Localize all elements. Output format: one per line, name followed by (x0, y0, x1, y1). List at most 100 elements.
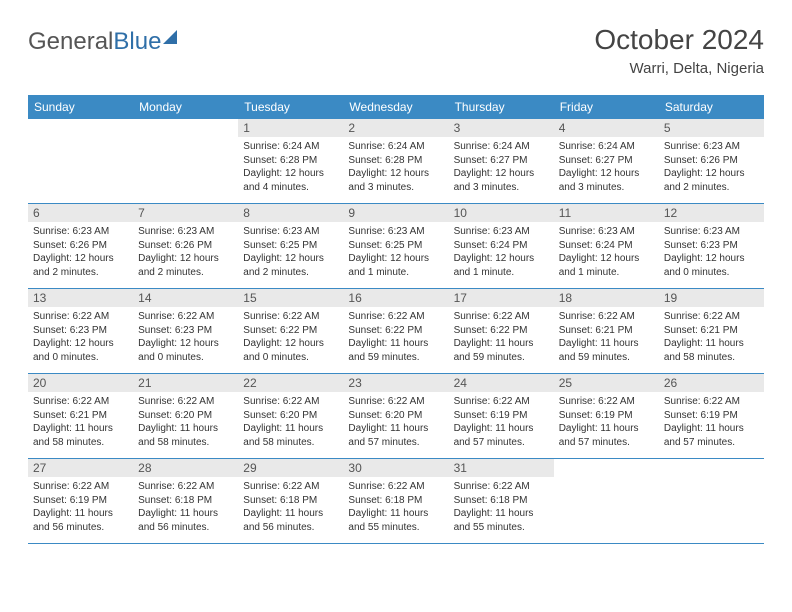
day-number: 10 (449, 204, 554, 222)
day-number: 30 (343, 459, 448, 477)
sunrise-text: Sunrise: 6:22 AM (33, 480, 128, 494)
empty-cell (659, 459, 764, 544)
day-details: Sunrise: 6:22 AMSunset: 6:20 PMDaylight:… (238, 392, 343, 453)
day-details: Sunrise: 6:22 AMSunset: 6:22 PMDaylight:… (238, 307, 343, 368)
day-cell: 16Sunrise: 6:22 AMSunset: 6:22 PMDayligh… (343, 289, 448, 374)
daylight-text: Daylight: 11 hours and 59 minutes. (348, 337, 443, 364)
day-number: 27 (28, 459, 133, 477)
daylight-text: Daylight: 11 hours and 55 minutes. (454, 507, 549, 534)
day-number: 19 (659, 289, 764, 307)
sunset-text: Sunset: 6:22 PM (243, 324, 338, 338)
weekday-header: Thursday (449, 95, 554, 119)
day-number: 31 (449, 459, 554, 477)
calendar-table: SundayMondayTuesdayWednesdayThursdayFrid… (28, 95, 764, 544)
daylight-text: Daylight: 12 hours and 1 minute. (454, 252, 549, 279)
day-number: 29 (238, 459, 343, 477)
daylight-text: Daylight: 12 hours and 2 minutes. (33, 252, 128, 279)
day-number: 28 (133, 459, 238, 477)
sunrise-text: Sunrise: 6:22 AM (454, 395, 549, 409)
day-cell: 1Sunrise: 6:24 AMSunset: 6:28 PMDaylight… (238, 119, 343, 204)
daylight-text: Daylight: 12 hours and 2 minutes. (138, 252, 233, 279)
day-number: 20 (28, 374, 133, 392)
brand-part1: General (28, 28, 113, 56)
day-cell: 19Sunrise: 6:22 AMSunset: 6:21 PMDayligh… (659, 289, 764, 374)
brand-part2: Blue (113, 28, 161, 56)
sunrise-text: Sunrise: 6:23 AM (33, 225, 128, 239)
day-cell: 24Sunrise: 6:22 AMSunset: 6:19 PMDayligh… (449, 374, 554, 459)
daylight-text: Daylight: 12 hours and 0 minutes. (138, 337, 233, 364)
day-number: 1 (238, 119, 343, 137)
day-cell: 26Sunrise: 6:22 AMSunset: 6:19 PMDayligh… (659, 374, 764, 459)
sunrise-text: Sunrise: 6:24 AM (454, 140, 549, 154)
daylight-text: Daylight: 12 hours and 3 minutes. (559, 167, 654, 194)
day-details: Sunrise: 6:22 AMSunset: 6:18 PMDaylight:… (343, 477, 448, 538)
day-number: 4 (554, 119, 659, 137)
sunrise-text: Sunrise: 6:22 AM (559, 310, 654, 324)
sunrise-text: Sunrise: 6:24 AM (243, 140, 338, 154)
day-details: Sunrise: 6:22 AMSunset: 6:21 PMDaylight:… (554, 307, 659, 368)
day-cell: 18Sunrise: 6:22 AMSunset: 6:21 PMDayligh… (554, 289, 659, 374)
day-details: Sunrise: 6:22 AMSunset: 6:18 PMDaylight:… (449, 477, 554, 538)
sunset-text: Sunset: 6:20 PM (348, 409, 443, 423)
daylight-text: Daylight: 12 hours and 2 minutes. (664, 167, 759, 194)
day-cell: 21Sunrise: 6:22 AMSunset: 6:20 PMDayligh… (133, 374, 238, 459)
day-details: Sunrise: 6:22 AMSunset: 6:19 PMDaylight:… (28, 477, 133, 538)
sunset-text: Sunset: 6:23 PM (664, 239, 759, 253)
day-cell: 3 Sunrise: 6:24 AMSunset: 6:27 PMDaylight… (449, 119, 554, 204)
daylight-text: Daylight: 12 hours and 3 minutes. (454, 167, 549, 194)
sunset-text: Sunset: 6:25 PM (348, 239, 443, 253)
sunrise-text: Sunrise: 6:22 AM (243, 480, 338, 494)
sunset-text: Sunset: 6:27 PM (559, 154, 654, 168)
calendar-body: 1Sunrise: 6:24 AMSunset: 6:28 PMDaylight… (28, 119, 764, 544)
daylight-text: Daylight: 12 hours and 3 minutes. (348, 167, 443, 194)
day-details: Sunrise: 6:22 AMSunset: 6:18 PMDaylight:… (133, 477, 238, 538)
daylight-text: Daylight: 11 hours and 59 minutes. (559, 337, 654, 364)
sunrise-text: Sunrise: 6:22 AM (243, 310, 338, 324)
day-cell: 9Sunrise: 6:23 AMSunset: 6:25 PMDaylight… (343, 204, 448, 289)
location-text: Warri, Delta, Nigeria (594, 60, 764, 77)
day-cell: 7Sunrise: 6:23 AMSunset: 6:26 PMDaylight… (133, 204, 238, 289)
day-cell: 11Sunrise: 6:23 AMSunset: 6:24 PMDayligh… (554, 204, 659, 289)
day-cell: 12Sunrise: 6:23 AMSunset: 6:23 PMDayligh… (659, 204, 764, 289)
day-cell: 31Sunrise: 6:22 AMSunset: 6:18 PMDayligh… (449, 459, 554, 544)
sunrise-text: Sunrise: 6:23 AM (348, 225, 443, 239)
day-cell: 22Sunrise: 6:22 AMSunset: 6:20 PMDayligh… (238, 374, 343, 459)
daylight-text: Daylight: 11 hours and 59 minutes. (454, 337, 549, 364)
day-number: 6 (28, 204, 133, 222)
day-number: 3 (449, 119, 554, 137)
calendar-row: 1Sunrise: 6:24 AMSunset: 6:28 PMDaylight… (28, 119, 764, 204)
day-cell: 30Sunrise: 6:22 AMSunset: 6:18 PMDayligh… (343, 459, 448, 544)
daylight-text: Daylight: 11 hours and 57 minutes. (559, 422, 654, 449)
sunrise-text: Sunrise: 6:24 AM (559, 140, 654, 154)
empty-cell (133, 119, 238, 204)
day-cell: 4 Sunrise: 6:24 AMSunset: 6:27 PMDaylight… (554, 119, 659, 204)
day-details: Sunrise: 6:22 AMSunset: 6:23 PMDaylight:… (28, 307, 133, 368)
empty-cell (28, 119, 133, 204)
day-cell: 28Sunrise: 6:22 AMSunset: 6:18 PMDayligh… (133, 459, 238, 544)
day-cell: 25Sunrise: 6:22 AMSunset: 6:19 PMDayligh… (554, 374, 659, 459)
day-cell: 6Sunrise: 6:23 AMSunset: 6:26 PMDaylight… (28, 204, 133, 289)
sunset-text: Sunset: 6:22 PM (348, 324, 443, 338)
day-details: Sunrise: 6:22 AMSunset: 6:22 PMDaylight:… (449, 307, 554, 368)
sunrise-text: Sunrise: 6:22 AM (138, 480, 233, 494)
sunset-text: Sunset: 6:20 PM (243, 409, 338, 423)
day-number: 25 (554, 374, 659, 392)
sunset-text: Sunset: 6:27 PM (454, 154, 549, 168)
daylight-text: Daylight: 11 hours and 57 minutes. (454, 422, 549, 449)
day-cell: 13Sunrise: 6:22 AMSunset: 6:23 PMDayligh… (28, 289, 133, 374)
sunrise-text: Sunrise: 6:22 AM (243, 395, 338, 409)
sunrise-text: Sunrise: 6:23 AM (559, 225, 654, 239)
calendar-row: 13Sunrise: 6:22 AMSunset: 6:23 PMDayligh… (28, 289, 764, 374)
brand-logo: GeneralBlue (28, 28, 177, 56)
sunset-text: Sunset: 6:21 PM (664, 324, 759, 338)
day-details: Sunrise: 6:23 AMSunset: 6:24 PMDaylight:… (554, 222, 659, 283)
daylight-text: Daylight: 11 hours and 56 minutes. (243, 507, 338, 534)
sunset-text: Sunset: 6:18 PM (348, 494, 443, 508)
daylight-text: Daylight: 12 hours and 2 minutes. (243, 252, 338, 279)
sunset-text: Sunset: 6:18 PM (138, 494, 233, 508)
empty-cell (554, 459, 659, 544)
day-details: Sunrise: 6:22 AMSunset: 6:19 PMDaylight:… (659, 392, 764, 453)
sunrise-text: Sunrise: 6:22 AM (454, 310, 549, 324)
day-details: Sunrise: 6:22 AMSunset: 6:22 PMDaylight:… (343, 307, 448, 368)
day-details: Sunrise: 6:23 AMSunset: 6:26 PMDaylight:… (133, 222, 238, 283)
